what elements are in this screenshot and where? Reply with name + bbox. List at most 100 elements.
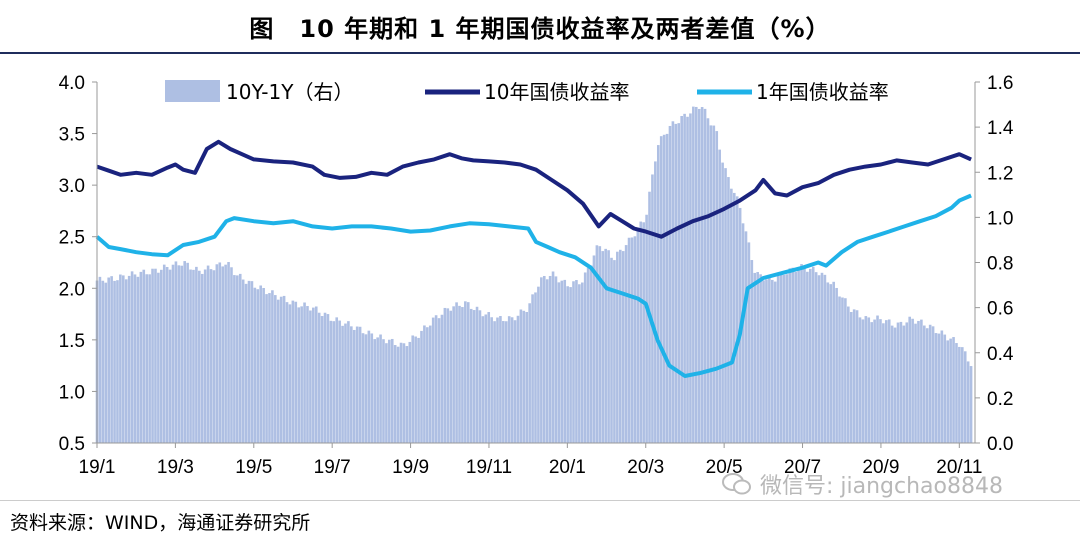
spread-bar	[192, 269, 195, 443]
spread-bar	[113, 280, 116, 443]
spread-bar	[832, 281, 835, 443]
spread-bar	[928, 324, 932, 443]
spread-bar	[466, 302, 470, 443]
watermark: 微信号: jiangchao8848	[722, 468, 1003, 500]
spread-bar	[715, 131, 719, 443]
spread-bar	[300, 306, 303, 443]
spread-bar	[531, 294, 534, 443]
spread-bar	[423, 325, 426, 443]
spread-bar	[355, 326, 359, 443]
spread-bar	[589, 265, 593, 443]
spread-bar	[288, 304, 292, 443]
x-tick-label: 20/7	[784, 457, 821, 478]
spread-bar	[817, 275, 821, 443]
spread-bar	[215, 264, 219, 443]
spread-bar	[645, 214, 648, 443]
spread-bar	[908, 316, 911, 443]
spread-bar	[399, 342, 403, 443]
x-tick-label: 19/9	[392, 457, 429, 478]
spread-bar	[791, 267, 795, 443]
spread-bar	[326, 314, 330, 443]
spread-bar	[136, 276, 140, 443]
spread-bar	[683, 113, 686, 443]
x-tick-label: 19/1	[79, 457, 116, 478]
spread-bar	[431, 317, 435, 443]
spread-bar	[282, 295, 286, 443]
spread-bar	[189, 269, 192, 443]
spread-bar	[405, 346, 409, 443]
spread-bar	[917, 320, 920, 443]
spread-bar	[846, 306, 850, 443]
spread-bar	[598, 246, 602, 443]
spread-bar	[180, 265, 184, 443]
spread-bar	[478, 310, 482, 443]
spread-bar	[198, 270, 201, 443]
spread-bar	[352, 329, 356, 443]
spread-bar	[946, 340, 949, 443]
spread-bar	[104, 282, 108, 443]
spread-bar	[835, 287, 838, 443]
spread-bar	[680, 116, 683, 443]
spread-bar	[528, 303, 531, 443]
left-tick-label: 3.0	[59, 176, 85, 197]
spread-bar	[142, 269, 146, 443]
left-tick-label: 3.5	[59, 125, 85, 146]
spread-bar	[692, 106, 695, 443]
spread-bar	[507, 316, 511, 443]
spread-bar	[893, 327, 897, 443]
spread-bar	[417, 337, 420, 443]
right-tick-label: 1.6	[987, 73, 1013, 94]
spread-bar	[344, 323, 347, 443]
spread-bar	[911, 318, 914, 443]
spread-bar	[741, 223, 745, 443]
spread-bar	[633, 236, 637, 443]
spread-bar	[610, 257, 613, 443]
spread-bar	[347, 321, 350, 443]
spread-bar	[776, 275, 780, 443]
spread-bar	[130, 271, 134, 443]
spread-bar	[961, 347, 964, 443]
source-divider	[0, 500, 1080, 501]
spread-bar	[572, 281, 575, 443]
spread-bar	[434, 315, 438, 443]
spread-bar	[718, 149, 721, 443]
spread-bar	[393, 345, 397, 443]
spread-bar	[849, 311, 853, 443]
right-tick-label: 1.0	[987, 208, 1013, 229]
spread-bar	[797, 269, 800, 443]
spread-bar	[183, 261, 187, 443]
right-tick-label: 0.6	[987, 299, 1013, 320]
spread-bar	[920, 319, 923, 443]
spread-bar	[513, 320, 517, 443]
spread-bar	[902, 325, 906, 443]
spread-bar	[461, 307, 464, 443]
spread-bar	[98, 276, 102, 443]
spread-bar	[165, 266, 169, 443]
spread-bar	[753, 272, 757, 443]
source-note: 资料来源：WIND，海通证券研究所	[10, 512, 311, 534]
spread-bar	[870, 322, 873, 443]
spread-bar	[119, 274, 122, 443]
spread-bar	[613, 260, 616, 443]
spread-bar	[522, 310, 526, 443]
left-tick-label: 2.5	[59, 228, 85, 249]
spread-bar	[955, 343, 958, 443]
spread-bar	[157, 272, 160, 443]
spread-bar	[373, 339, 377, 443]
spread-bar	[554, 276, 558, 443]
spread-bar	[200, 273, 204, 443]
spread-bar	[160, 269, 163, 443]
spread-bar	[656, 145, 660, 443]
spread-bar	[516, 315, 520, 443]
spread-bar	[578, 284, 581, 443]
spread-bar	[370, 333, 374, 443]
spread-bar	[823, 274, 827, 443]
spread-bar	[545, 279, 549, 443]
spread-bar	[861, 319, 865, 443]
spread-bar	[475, 306, 479, 443]
spread-bar	[379, 334, 382, 443]
spread-bar	[145, 274, 148, 443]
spread-bar	[534, 292, 537, 443]
spread-bar	[934, 333, 938, 443]
spread-bar	[744, 231, 748, 443]
